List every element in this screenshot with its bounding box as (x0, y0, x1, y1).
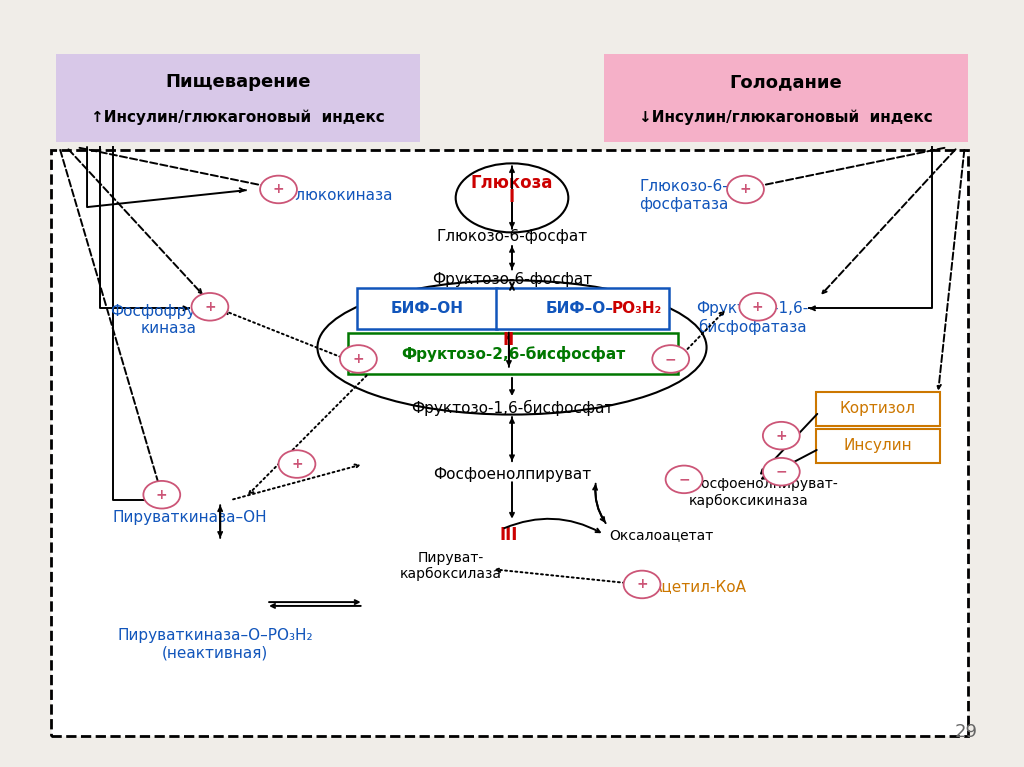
Text: БИФ–О–: БИФ–О– (546, 301, 613, 316)
FancyBboxPatch shape (496, 288, 669, 329)
Text: −: − (678, 472, 690, 486)
Circle shape (727, 176, 764, 203)
Text: Ацетил-КоА: Ацетил-КоА (652, 579, 748, 594)
Text: Голодание: Голодание (729, 73, 843, 91)
Text: Кортизол: Кортизол (840, 401, 915, 416)
Text: I: I (509, 188, 515, 206)
Text: РО₃H₂: РО₃H₂ (611, 301, 662, 316)
Text: −: − (775, 465, 787, 479)
Circle shape (624, 571, 660, 598)
Text: +: + (272, 183, 285, 196)
FancyBboxPatch shape (816, 429, 940, 463)
Text: +: + (291, 457, 303, 471)
Text: −: − (665, 352, 677, 366)
Circle shape (763, 458, 800, 486)
Text: Пируват-
карбоксилаза: Пируват- карбоксилаза (399, 551, 502, 581)
Text: Фруктозо-1,6-бисфосфат: Фруктозо-1,6-бисфосфат (411, 400, 613, 416)
Circle shape (279, 450, 315, 478)
Text: Глюкозо-6-
фосфатаза: Глюкозо-6- фосфатаза (639, 179, 729, 212)
Circle shape (739, 293, 776, 321)
Text: III: III (500, 525, 518, 544)
Circle shape (666, 466, 702, 493)
Text: Пируваткиназа–ОН: Пируваткиназа–ОН (112, 510, 267, 525)
Text: Пищеварение: Пищеварение (165, 73, 311, 91)
Text: +: + (739, 183, 752, 196)
Text: ↓Инсулин/глюкагоновый  индекс: ↓Инсулин/глюкагоновый индекс (639, 110, 933, 125)
Text: II: II (503, 331, 515, 349)
Circle shape (191, 293, 228, 321)
Text: +: + (352, 352, 365, 366)
Circle shape (143, 481, 180, 509)
Circle shape (340, 345, 377, 373)
Text: +: + (752, 300, 764, 314)
Text: 29: 29 (955, 723, 978, 742)
Text: Фосфоенолпируват: Фосфоенолпируват (433, 466, 591, 482)
Text: Глюкозо-6-фосфат: Глюкозо-6-фосфат (436, 229, 588, 244)
Text: +: + (636, 578, 648, 591)
Text: Фосфофрукто-
киназа: Фосфофрукто- киназа (110, 304, 228, 336)
Text: +: + (156, 488, 168, 502)
Text: Оксалоацетат: Оксалоацетат (609, 528, 714, 542)
Text: Глюкоза: Глюкоза (471, 173, 553, 192)
Text: ↑Инсулин/глюкагоновый  индекс: ↑Инсулин/глюкагоновый индекс (91, 110, 385, 125)
Text: БИФ–О–РО₃H₂: БИФ–О–РО₃H₂ (527, 301, 636, 315)
Text: Фруктозо-1,6-
бисфофатаза: Фруктозо-1,6- бисфофатаза (696, 301, 809, 335)
Circle shape (652, 345, 689, 373)
FancyBboxPatch shape (604, 54, 968, 142)
FancyBboxPatch shape (816, 392, 940, 426)
FancyBboxPatch shape (56, 54, 420, 142)
Text: Фруктозо-6-фосфат: Фруктозо-6-фосфат (432, 272, 592, 287)
FancyBboxPatch shape (357, 288, 497, 329)
Text: Глюкокиназа: Глюкокиназа (287, 188, 393, 203)
Text: БИФ–ОН: БИФ–ОН (390, 301, 464, 316)
FancyBboxPatch shape (51, 150, 968, 736)
Text: +: + (204, 300, 216, 314)
Text: Фосфоенолпируват-
карбоксикиназа: Фосфоенолпируват- карбоксикиназа (689, 477, 838, 508)
Text: Фруктозо-2,6-бисфосфат: Фруктозо-2,6-бисфосфат (401, 346, 625, 361)
Circle shape (260, 176, 297, 203)
Text: Инсулин: Инсулин (843, 438, 912, 453)
FancyBboxPatch shape (348, 333, 678, 374)
Text: +: + (775, 429, 787, 443)
Circle shape (763, 422, 800, 449)
Text: Пируваткиназа–О–РО₃H₂
(неактивная): Пируваткиназа–О–РО₃H₂ (неактивная) (117, 628, 313, 660)
